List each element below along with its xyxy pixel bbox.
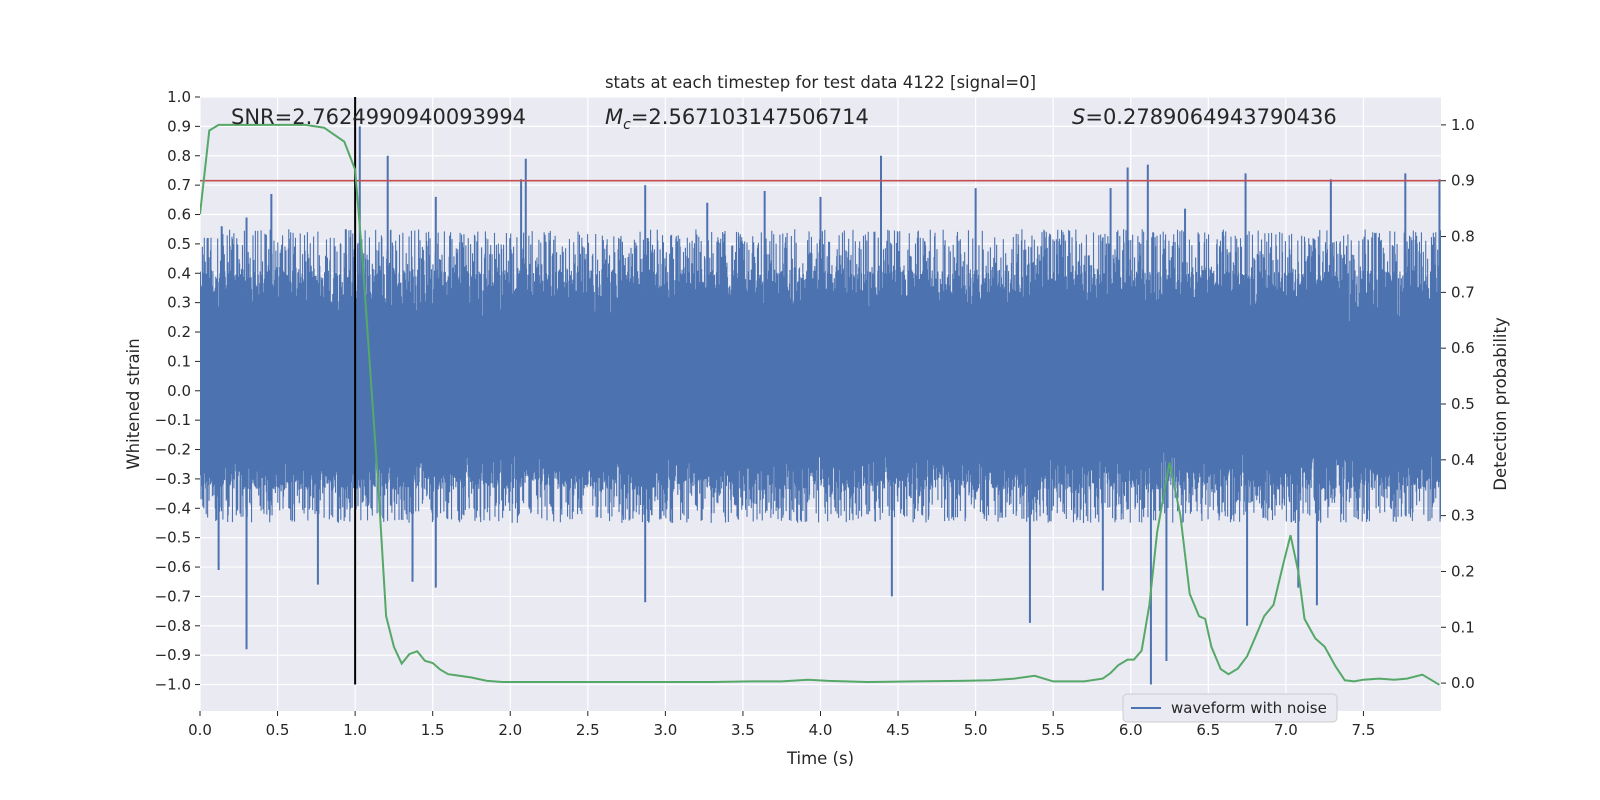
left-y-tick-label: −0.1 <box>155 411 191 429</box>
chirp-mass-subscript: c <box>623 117 631 133</box>
right-y-tick-label: 0.9 <box>1451 172 1475 190</box>
right-y-tick-label: 0.3 <box>1451 507 1475 525</box>
x-tick-label: 7.0 <box>1274 721 1298 739</box>
left-y-tick-label: 0.8 <box>167 147 191 165</box>
right-y-tick-label: 0.5 <box>1451 395 1475 413</box>
left-y-tick-label: 0.0 <box>167 382 191 400</box>
right-y-tick-label: 0.8 <box>1451 228 1475 246</box>
x-tick-label: 4.0 <box>809 721 833 739</box>
x-tick-label: 3.0 <box>653 721 677 739</box>
snr-annotation: SNR=2.7624990940093994 <box>231 105 526 129</box>
left-y-tick-label: −1.0 <box>155 676 191 694</box>
x-tick-label: 5.0 <box>964 721 988 739</box>
left-y-tick-label: 0.6 <box>167 206 191 224</box>
x-tick-label: 1.5 <box>421 721 445 739</box>
left-y-tick-label: 0.7 <box>167 176 191 194</box>
x-tick-label: 7.5 <box>1352 721 1376 739</box>
x-tick-label: 3.5 <box>731 721 755 739</box>
x-tick-label: 5.5 <box>1041 721 1065 739</box>
chirp-mass-symbol: M <box>605 105 623 129</box>
x-axis-label: Time (s) <box>786 749 854 768</box>
left-y-tick-label: 1.0 <box>167 88 191 106</box>
left-y-tick-label: 0.3 <box>167 294 191 312</box>
right-y-tick-label: 0.4 <box>1451 451 1475 469</box>
left-y-tick-label: −0.9 <box>155 646 191 664</box>
x-tick-label: 2.0 <box>498 721 522 739</box>
chart-title: stats at each timestep for test data 412… <box>605 73 1036 92</box>
right-y-axis-label: Detection probability <box>1491 317 1510 491</box>
left-y-axis-ticks: 1.0 0.9 0.8 0.7 0.6 0.5 0.4 0.3 0.2 0.1 0.0 −0.1 −0.… <box>155 88 200 694</box>
s-symbol: S <box>1072 105 1085 129</box>
right-y-tick-label: 0.2 <box>1451 562 1475 580</box>
left-y-tick-label: −0.5 <box>155 529 191 547</box>
chirp-mass-annotation: Mc=2.567103147506714 <box>605 105 869 133</box>
detection-probability-series <box>200 123 1440 686</box>
x-tick-label: 0.5 <box>266 721 290 739</box>
left-y-tick-label: −0.8 <box>155 617 191 635</box>
right-y-tick-label: 0.1 <box>1451 618 1475 636</box>
left-y-tick-label: 0.4 <box>167 264 191 282</box>
chirp-mass-value: =2.567103147506714 <box>631 105 869 129</box>
right-y-tick-label: 0.7 <box>1451 283 1475 301</box>
left-y-axis-label: Whitened strain <box>124 338 143 469</box>
x-tick-label: 2.5 <box>576 721 600 739</box>
s-value: =0.2789064943790436 <box>1085 105 1336 129</box>
legend: waveform with noise <box>1122 693 1338 723</box>
left-y-tick-label: 0.2 <box>167 323 191 341</box>
x-tick-label: 1.0 <box>343 721 367 739</box>
left-y-tick-label: −0.6 <box>155 558 191 576</box>
right-y-tick-label: 1.0 <box>1451 116 1475 134</box>
x-tick-label: 6.0 <box>1119 721 1143 739</box>
x-tick-label: 4.5 <box>886 721 910 739</box>
left-y-tick-label: −0.4 <box>155 499 191 517</box>
right-y-tick-label: 0.6 <box>1451 339 1475 357</box>
left-y-tick-label: −0.3 <box>155 470 191 488</box>
waveform-spikes <box>200 126 1441 685</box>
x-axis-ticks: 0.0 0.5 1.0 1.5 2.0 2.5 3.0 3.5 4.0 4.5 5.0 5.5 6.0 6… <box>188 711 1375 739</box>
left-y-tick-label: 0.1 <box>167 352 191 370</box>
left-y-tick-label: −0.2 <box>155 441 191 459</box>
left-y-tick-label: −0.7 <box>155 587 191 605</box>
x-tick-label: 6.5 <box>1196 721 1220 739</box>
s-statistic-annotation: S=0.2789064943790436 <box>1072 105 1337 129</box>
legend-box <box>1122 693 1338 723</box>
left-y-tick-label: 0.5 <box>167 235 191 253</box>
right-y-tick-label: 0.0 <box>1451 674 1475 692</box>
left-y-tick-label: 0.9 <box>167 117 191 135</box>
legend-label-waveform: waveform with noise <box>1171 699 1327 717</box>
x-tick-label: 0.0 <box>188 721 212 739</box>
waveform-core-band <box>200 332 1441 450</box>
right-y-axis-ticks: 1.0 0.9 0.8 0.7 0.6 0.5 0.4 0.3 0.2 0.1 0.0 <box>1441 116 1475 692</box>
